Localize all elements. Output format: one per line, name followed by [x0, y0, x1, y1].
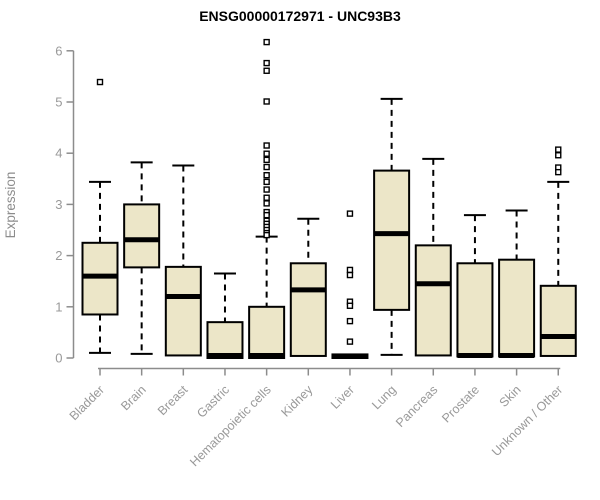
outlier-point — [263, 38, 270, 46]
boxplot-group-bladder — [81, 78, 119, 354]
outlier-point — [263, 150, 270, 157]
boxplot-group-kidney — [289, 217, 327, 357]
x-tick-label-pancreas: Pancreas — [393, 383, 440, 430]
box-iqr — [206, 321, 244, 360]
outlier-point — [346, 302, 354, 309]
y-tick-label: 4 — [55, 146, 62, 161]
x-tick-label-kidney: Kidney — [278, 382, 315, 419]
boxplot-group-breast — [164, 164, 202, 357]
boxplot-group-hematopoietic-cells — [248, 38, 286, 359]
box-iqr — [414, 244, 452, 357]
outlier-point — [346, 317, 354, 325]
outlier-point — [263, 194, 270, 201]
outlier-point — [263, 172, 270, 179]
outlier-point — [263, 200, 270, 207]
x-tick-label-hematopoietic-cells: Hematopoietic cells — [187, 383, 274, 470]
outlier-point — [96, 78, 104, 86]
box-iqr — [539, 284, 577, 357]
x-tick-label-prostate: Prostate — [439, 383, 482, 426]
x-tick-label-unknown-other: Unknown / Other — [489, 383, 565, 459]
y-tick-label: 6 — [55, 43, 62, 58]
y-tick-label: 2 — [55, 248, 62, 263]
box-iqr — [123, 203, 161, 269]
x-tick-label-bladder: Bladder — [67, 383, 107, 423]
boxes-layer — [81, 38, 577, 360]
outlier-point — [555, 146, 562, 153]
boxplot-group-gastric — [206, 272, 244, 360]
x-tick-label-lung: Lung — [369, 383, 399, 413]
x-tick-label-breast: Breast — [155, 382, 191, 418]
chart-title: ENSG00000172971 - UNC93B3 — [199, 8, 401, 24]
outlier-point — [346, 266, 354, 274]
box-iqr — [373, 169, 411, 311]
outlier-point — [555, 152, 562, 159]
outlier-point — [263, 142, 270, 149]
y-tick-label: 1 — [55, 299, 62, 314]
box-iqr — [498, 258, 536, 358]
outlier-point — [263, 186, 270, 193]
boxplot-group-prostate — [456, 214, 494, 358]
outlier-point — [263, 211, 270, 219]
box-iqr — [164, 265, 202, 357]
outlier-point — [263, 178, 270, 186]
outlier-point — [346, 210, 354, 217]
outlier-point — [346, 271, 354, 279]
x-tick-label-gastric: Gastric — [194, 383, 232, 421]
boxplot-group-pancreas — [414, 157, 452, 357]
outlier-point — [263, 98, 270, 105]
boxplot-group-brain — [123, 161, 161, 355]
outlier-point — [263, 67, 270, 74]
outlier-point — [263, 59, 270, 67]
x-tick-label-liver: Liver — [328, 383, 357, 412]
box-iqr — [456, 262, 494, 358]
boxplot-group-liver — [331, 210, 369, 359]
x-tick-label-skin: Skin — [497, 383, 524, 410]
y-tick-label: 3 — [55, 197, 62, 212]
box-iqr — [81, 241, 119, 316]
boxplot-group-lung — [373, 97, 411, 356]
box-iqr — [289, 262, 327, 357]
x-tick-label-brain: Brain — [118, 383, 149, 414]
outlier-point — [263, 156, 270, 164]
boxplot-group-skin — [498, 209, 536, 358]
y-axis-label: Expression — [3, 172, 18, 239]
y-tick-label: 5 — [55, 95, 62, 110]
y-tick-label: 0 — [55, 351, 62, 366]
boxplot-group-unknown-other — [539, 146, 577, 357]
outlier-point — [555, 168, 562, 176]
box-iqr — [248, 305, 286, 359]
outlier-point — [263, 163, 270, 171]
outlier-point — [263, 231, 270, 239]
outlier-point — [346, 338, 354, 345]
